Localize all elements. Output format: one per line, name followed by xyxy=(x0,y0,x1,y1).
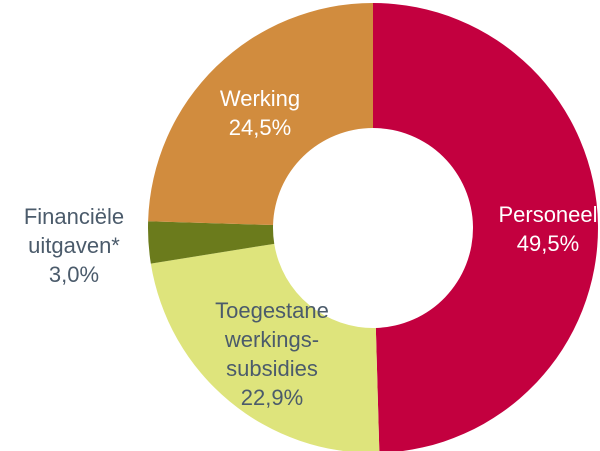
slice-value-label: 22,9% xyxy=(241,385,303,410)
slice-label: uitgaven* xyxy=(28,233,120,258)
slice-label: Toegestane xyxy=(215,298,329,323)
slice-value-label: 3,0% xyxy=(49,262,99,287)
slice-value-label: 49,5% xyxy=(517,231,579,256)
slice-label: subsidies xyxy=(226,356,318,381)
donut-slice xyxy=(148,221,275,264)
slice-label: werkings- xyxy=(224,327,319,352)
slice-value-label: 24,5% xyxy=(229,115,291,140)
donut-slice xyxy=(148,3,373,226)
slice-label: Personeel xyxy=(498,202,597,227)
donut-slice xyxy=(373,3,598,451)
donut-slice xyxy=(150,243,380,451)
slice-label: Werking xyxy=(220,86,300,111)
slice-label: Financiële xyxy=(24,204,124,229)
